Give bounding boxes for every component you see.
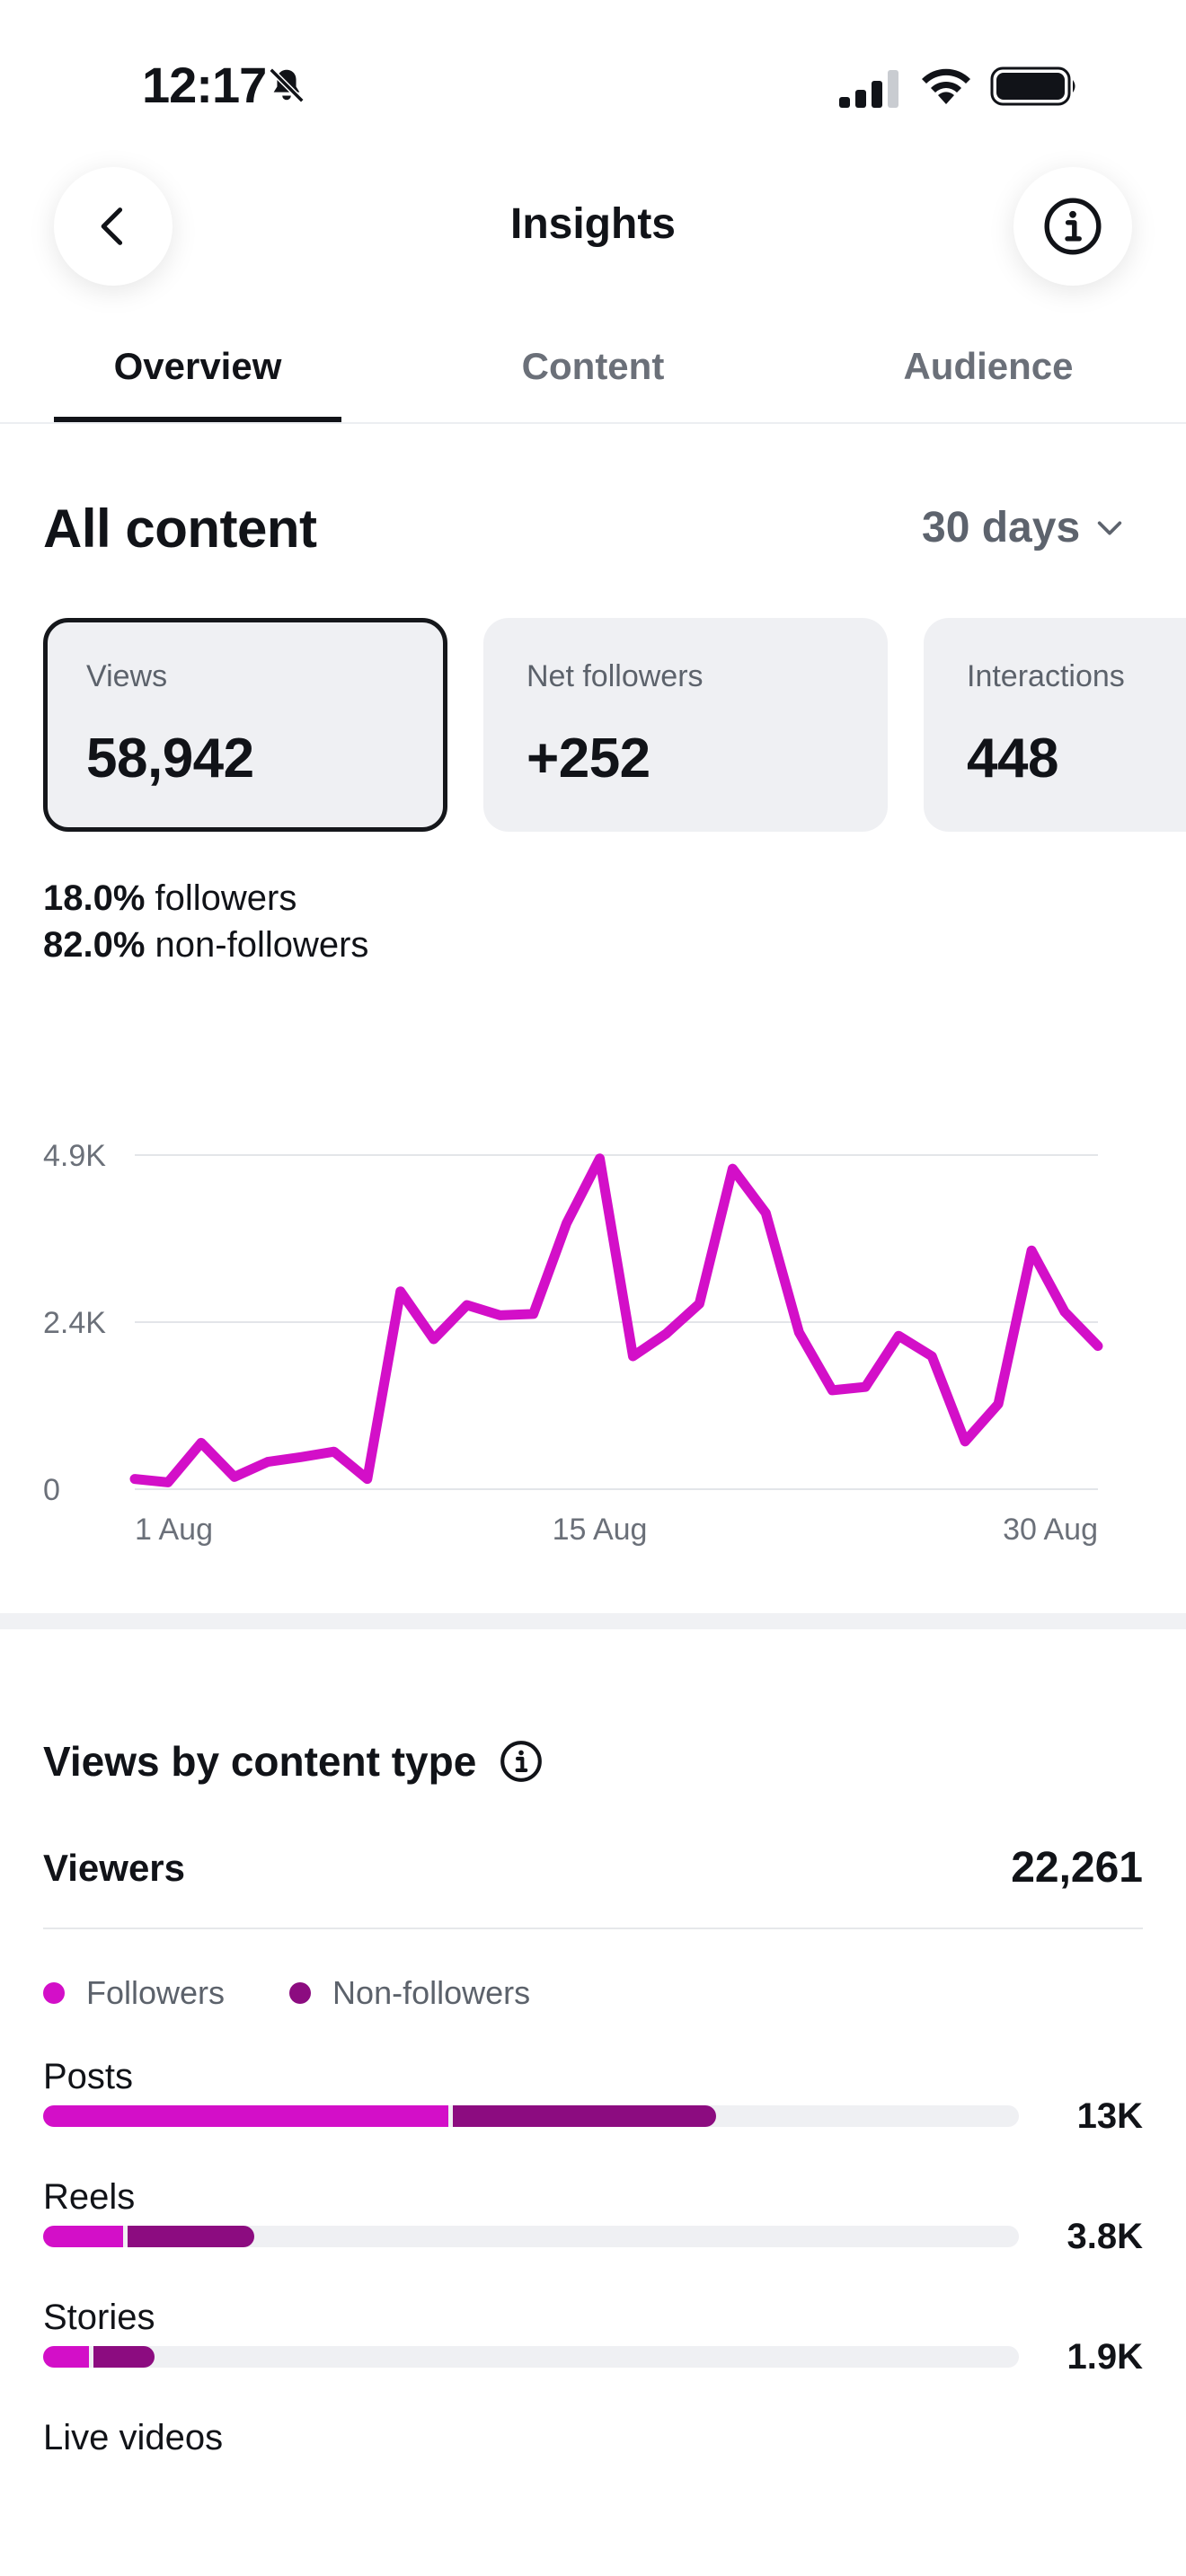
metric-label: Views bbox=[86, 659, 168, 693]
tab-content[interactable]: Content bbox=[521, 345, 665, 387]
content-type-label: Reels bbox=[43, 2177, 136, 2217]
legend-dot bbox=[289, 1982, 312, 2004]
status-time: 12:17 bbox=[142, 57, 267, 113]
non-followers-bar bbox=[128, 2226, 255, 2247]
followers-bar bbox=[43, 2226, 124, 2247]
legend-followers: Followers bbox=[43, 1974, 225, 2012]
chevron-left-icon bbox=[101, 207, 123, 245]
followers-share: 18.0% followers bbox=[43, 878, 297, 918]
viewers-value: 22,261 bbox=[1011, 1844, 1143, 1892]
y-tick-label: 0 bbox=[43, 1473, 60, 1507]
content-type-row: Posts 13K bbox=[43, 2057, 1143, 2165]
status-bar: 12:17 bbox=[0, 0, 1186, 162]
views-series-line bbox=[129, 1153, 1103, 1487]
legend-dot bbox=[43, 1982, 65, 2004]
bell-slash-icon bbox=[269, 67, 305, 103]
followers-bar bbox=[43, 2105, 448, 2127]
content-type-row: Reels 3.8K bbox=[43, 2177, 1143, 2285]
content-type-title: Views by content type bbox=[43, 1737, 544, 1786]
active-tab-indicator bbox=[54, 417, 341, 422]
content-type-bar-track bbox=[43, 2346, 1019, 2368]
viewers-label: Viewers bbox=[43, 1847, 186, 1889]
followers-bar bbox=[43, 2346, 90, 2368]
content-type-bar-track bbox=[43, 2226, 1019, 2247]
metric-card-interactions[interactable]: Interactions 448 bbox=[924, 618, 1186, 832]
tab-audience[interactable]: Audience bbox=[903, 345, 1074, 387]
non-followers-bar bbox=[93, 2346, 155, 2368]
non-followers-share: 82.0% non-followers bbox=[43, 925, 369, 965]
page-title: Insights bbox=[509, 200, 676, 248]
x-tick-label: 1 Aug bbox=[135, 1513, 213, 1547]
metric-value: +252 bbox=[527, 728, 651, 790]
tab-bar: Overview Content Audience bbox=[0, 332, 1186, 424]
metric-label: Interactions bbox=[967, 659, 1125, 693]
metric-label: Net followers bbox=[527, 659, 704, 693]
content-type-value: 3.8K bbox=[1067, 2217, 1144, 2256]
content-type-label: Posts bbox=[43, 2057, 134, 2096]
info-button[interactable] bbox=[1013, 167, 1132, 286]
content-type-row: Stories 1.9K bbox=[43, 2298, 1143, 2405]
metric-value: 58,942 bbox=[86, 728, 254, 790]
content-type-legend: Followers Non-followers bbox=[43, 1974, 595, 2012]
section-title: All content bbox=[43, 498, 317, 559]
chevron-down-icon bbox=[1097, 520, 1122, 535]
legend-non-followers: Non-followers bbox=[289, 1974, 530, 2012]
wifi-icon bbox=[922, 68, 970, 104]
views-line-chart: 0 2.4K 4.9K 1 Aug 15 Aug 30 Aug bbox=[43, 1139, 1103, 1547]
metric-card-net-followers[interactable]: Net followers +252 bbox=[483, 618, 888, 832]
y-tick-label: 4.9K bbox=[43, 1139, 106, 1173]
content-type-value: 13K bbox=[1076, 2096, 1143, 2136]
back-button[interactable] bbox=[54, 167, 173, 286]
date-range-label: 30 days bbox=[922, 504, 1081, 551]
date-range-select[interactable]: 30 days bbox=[922, 503, 1125, 552]
audience-breakdown: 18.0% followers 82.0% non-followers bbox=[43, 875, 368, 968]
info-circle-icon bbox=[1044, 198, 1102, 255]
x-tick-label: 15 Aug bbox=[553, 1513, 648, 1547]
non-followers-bar bbox=[452, 2105, 716, 2127]
content-type-bar-track bbox=[43, 2105, 1019, 2127]
viewers-row: Viewers 22,261 bbox=[43, 1843, 1143, 1929]
cellular-signal-icon bbox=[839, 70, 898, 108]
content-type-label: Stories bbox=[43, 2298, 155, 2337]
battery-icon bbox=[990, 66, 1075, 106]
content-type-label: Live videos bbox=[43, 2418, 224, 2457]
info-circle-icon[interactable] bbox=[498, 1738, 544, 1785]
content-type-value: 1.9K bbox=[1067, 2337, 1144, 2377]
x-tick-label: 30 Aug bbox=[1003, 1513, 1098, 1547]
content-type-row: Live videos bbox=[43, 2418, 1143, 2526]
y-tick-label: 2.4K bbox=[43, 1306, 106, 1340]
metric-value: 448 bbox=[967, 728, 1058, 790]
metric-card-views[interactable]: Views 58,942 bbox=[43, 618, 447, 832]
section-divider bbox=[0, 1613, 1186, 1629]
tab-overview[interactable]: Overview bbox=[113, 345, 282, 387]
